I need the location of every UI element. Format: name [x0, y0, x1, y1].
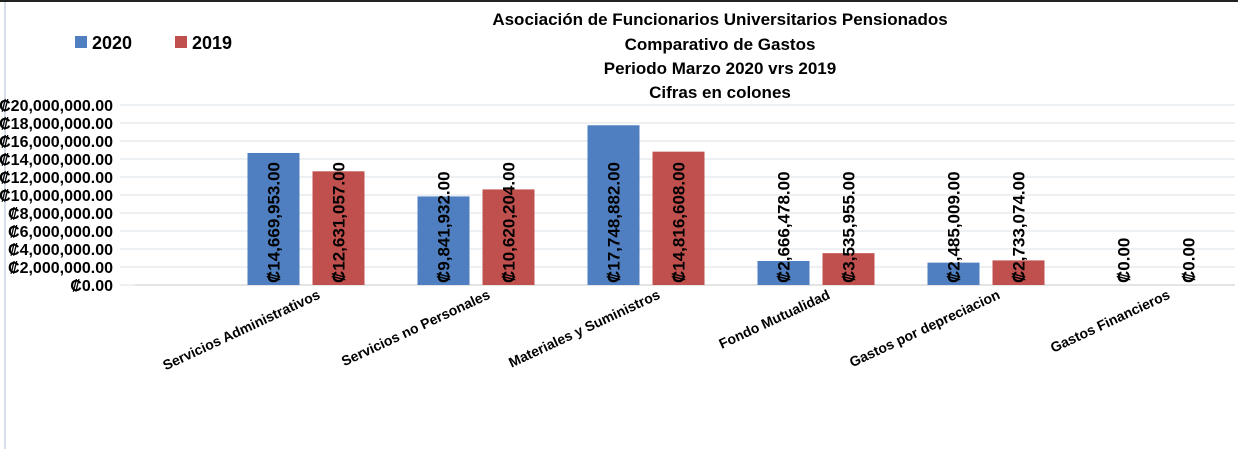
- bar: [992, 260, 1045, 285]
- value-label: ₡3,535,955.00: [840, 171, 859, 283]
- value-label: ₡10,620,204.00: [500, 162, 519, 283]
- bar: [482, 189, 535, 285]
- chart-subtitle: Comparativo de Gastos: [625, 35, 816, 54]
- y-tick-label: ₡10,000,000.00: [0, 188, 113, 205]
- y-tick-label: ₡16,000,000.00: [0, 134, 113, 151]
- value-label: ₡2,485,009.00: [945, 171, 964, 283]
- y-tick-label: ₡20,000,000.00: [0, 98, 113, 115]
- legend-swatch: [75, 36, 87, 48]
- y-tick-label: ₡8,000,000.00: [8, 206, 113, 223]
- y-tick-label: ₡4,000,000.00: [8, 242, 113, 259]
- legend-label: 2020: [92, 33, 132, 53]
- value-label: ₡2,666,478.00: [775, 171, 794, 283]
- bar: [312, 171, 365, 285]
- y-tick-label: ₡6,000,000.00: [8, 224, 113, 241]
- chart-subtitle: Cifras en colones: [649, 83, 791, 102]
- bar: [587, 125, 640, 285]
- bar: [247, 152, 300, 285]
- y-tick-label: ₡18,000,000.00: [0, 116, 113, 133]
- value-label: ₡0.00: [1115, 238, 1134, 283]
- chart-title: Asociación de Funcionarios Universitario…: [492, 10, 947, 29]
- legend-swatch: [175, 36, 187, 48]
- bar: [927, 262, 980, 285]
- value-label: ₡14,816,608.00: [670, 162, 689, 283]
- value-label: ₡2,733,074.00: [1010, 171, 1029, 283]
- bar: [417, 196, 470, 285]
- value-label: ₡14,669,953.00: [265, 162, 284, 283]
- bar: [822, 253, 875, 285]
- bar: [652, 151, 705, 285]
- y-tick-label: ₡2,000,000.00: [8, 260, 113, 277]
- chart-subtitle: Periodo Marzo 2020 vrs 2019: [604, 59, 836, 78]
- y-tick-label: ₡12,000,000.00: [0, 170, 113, 187]
- y-tick-label: ₡14,000,000.00: [0, 152, 113, 169]
- legend-label: 2019: [192, 33, 232, 53]
- value-label: ₡9,841,932.00: [435, 171, 454, 283]
- value-label: ₡12,631,057.00: [330, 162, 349, 283]
- value-label: ₡17,748,882.00: [605, 162, 624, 283]
- value-label: ₡0.00: [1180, 238, 1199, 283]
- y-tick-label: ₡0.00: [70, 278, 113, 295]
- bar: [757, 261, 810, 285]
